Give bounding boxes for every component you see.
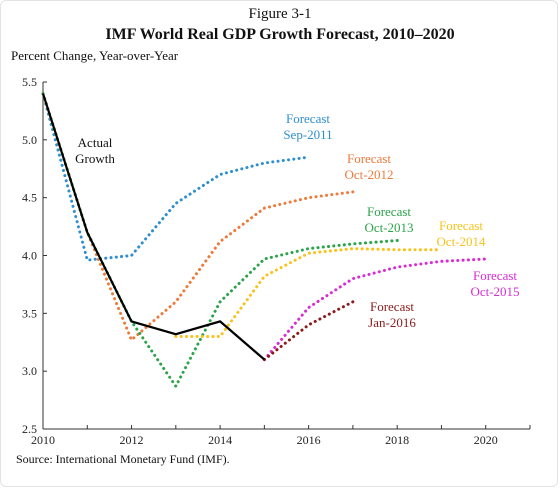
series-line-forecast-sep-2011: [41, 92, 311, 262]
x-tick-label: 2020: [474, 433, 498, 447]
x-tick-label: 2012: [120, 433, 144, 447]
series-label-actual-growth: Actual Growth: [75, 135, 115, 166]
y-tick-label: 5.5: [22, 75, 37, 89]
series-line-forecast-oct-2012: [41, 92, 355, 342]
source-note: Source: International Monetary Fund (IMF…: [16, 452, 230, 466]
series-label-forecast-oct-2012: Forecast Oct-2012: [344, 151, 393, 182]
series-line-forecast-jan-2016: [262, 300, 355, 362]
x-tick-label: 2010: [31, 433, 55, 447]
figure-label: Figure 3-1: [248, 6, 312, 22]
series-label-forecast-jan-2016: Forecast Jan-2016: [368, 299, 416, 330]
series-line-forecast-oct-2014: [174, 247, 443, 338]
y-axis-label: Percent Change, Year-over-Year: [11, 48, 179, 63]
y-tick-label: 4.0: [22, 249, 37, 263]
y-tick-label: 3.0: [22, 364, 37, 378]
y-tick-label: 4.5: [22, 191, 37, 205]
axes: 2.5 3.0 3.5 4.0 4.5 5.0 5.5 2010 2012 2014 2016 201…: [22, 75, 531, 447]
series-labels: Actual Growth Forecast Sep-2011 Forecast Oct-…: [75, 111, 519, 330]
chart-title: IMF World Real GDP Growth Forecast, 2010…: [105, 26, 455, 43]
series-label-forecast-oct-2014: Forecast Oct-2014: [436, 218, 486, 249]
y-tick-label: 3.5: [22, 306, 37, 320]
series-line-forecast-oct-2015: [262, 257, 488, 362]
x-tick-label: 2018: [385, 433, 409, 447]
series-line-actual-growth: [41, 93, 266, 361]
series-label-forecast-oct-2015: Forecast Oct-2015: [470, 268, 519, 299]
series-label-forecast-sep-2011: Forecast Sep-2011: [283, 111, 332, 142]
x-tick-label: 2016: [297, 433, 321, 447]
series-layer: [41, 92, 488, 388]
series-label-forecast-oct-2013: Forecast Oct-2013: [364, 204, 413, 235]
x-tick-label: 2014: [208, 433, 232, 447]
y-tick-label: 5.0: [22, 133, 37, 147]
y-tick-label: 2.5: [22, 422, 37, 436]
